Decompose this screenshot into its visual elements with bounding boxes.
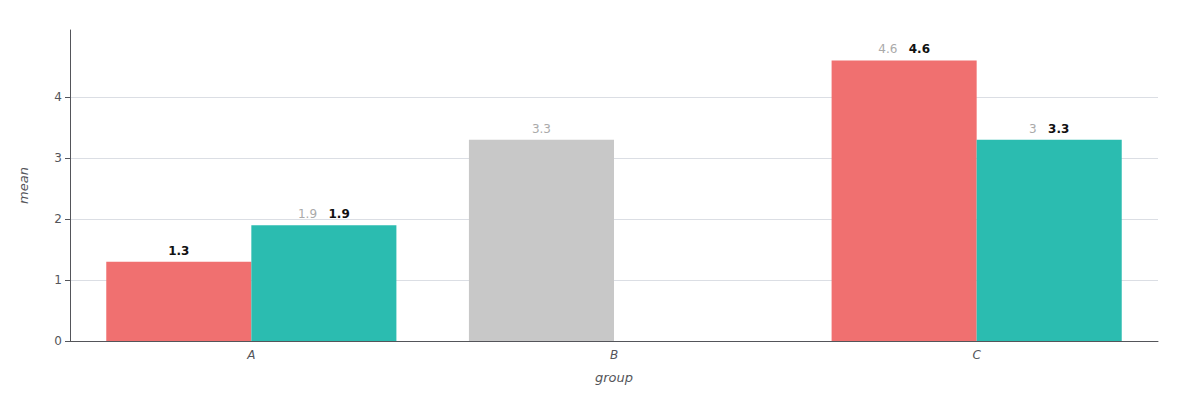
- svg-text:group: group: [595, 370, 633, 385]
- svg-text:0: 0: [54, 334, 62, 348]
- svg-text:1.9: 1.9: [328, 207, 349, 221]
- svg-text:3: 3: [1029, 122, 1037, 136]
- svg-text:4: 4: [54, 90, 62, 104]
- svg-text:B: B: [610, 348, 618, 362]
- svg-text:3: 3: [54, 151, 62, 165]
- svg-text:1.3: 1.3: [168, 244, 189, 258]
- svg-text:mean: mean: [16, 167, 31, 204]
- svg-text:A: A: [246, 348, 255, 362]
- svg-text:1.9: 1.9: [298, 207, 317, 221]
- svg-text:2: 2: [54, 212, 62, 226]
- svg-text:3.3: 3.3: [532, 122, 551, 136]
- svg-text:C: C: [972, 348, 981, 362]
- svg-text:4.6: 4.6: [878, 42, 897, 56]
- svg-text:4.6: 4.6: [909, 42, 930, 56]
- svg-text:1: 1: [54, 273, 62, 287]
- svg-text:3.3: 3.3: [1048, 122, 1069, 136]
